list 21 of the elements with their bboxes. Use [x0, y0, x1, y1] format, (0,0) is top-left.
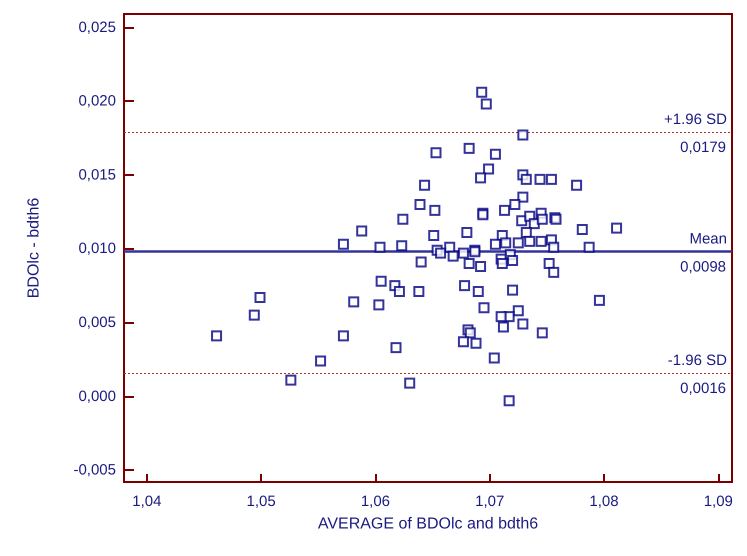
y-tick-label: -0,005: [73, 462, 116, 479]
x-tick-label: 1,09: [704, 493, 733, 510]
y-tick-label: 0,015: [78, 166, 116, 184]
x-tick-label: 1,07: [475, 493, 504, 510]
y-tick-label: 0,005: [78, 314, 116, 332]
annotation: 0,0179: [680, 139, 726, 156]
ref-line-label: Mean: [689, 230, 727, 248]
x-tick-label: 1,05: [246, 493, 276, 510]
y-tick-label: 0,020: [78, 92, 116, 110]
y-tick-label: 0,010: [78, 240, 116, 258]
y-tick-label: 0,000: [78, 388, 116, 405]
ref-line-label: -1.96 SD: [668, 352, 728, 369]
ref-line-label: +1.96 SD: [664, 111, 728, 128]
x-tick-label: 1,04: [132, 493, 162, 510]
annotation: 0,0098: [680, 258, 726, 276]
annotation: 0,0016: [680, 380, 726, 397]
x-axis-title: AVERAGE of BDOlc and bdth6: [318, 516, 538, 532]
y-tick-label: 0,025: [78, 18, 116, 36]
x-tick-label: 1,08: [589, 493, 619, 510]
y-axis-title: BDOlc - bdth6: [26, 198, 42, 298]
x-tick-label: 1,06: [360, 493, 390, 510]
